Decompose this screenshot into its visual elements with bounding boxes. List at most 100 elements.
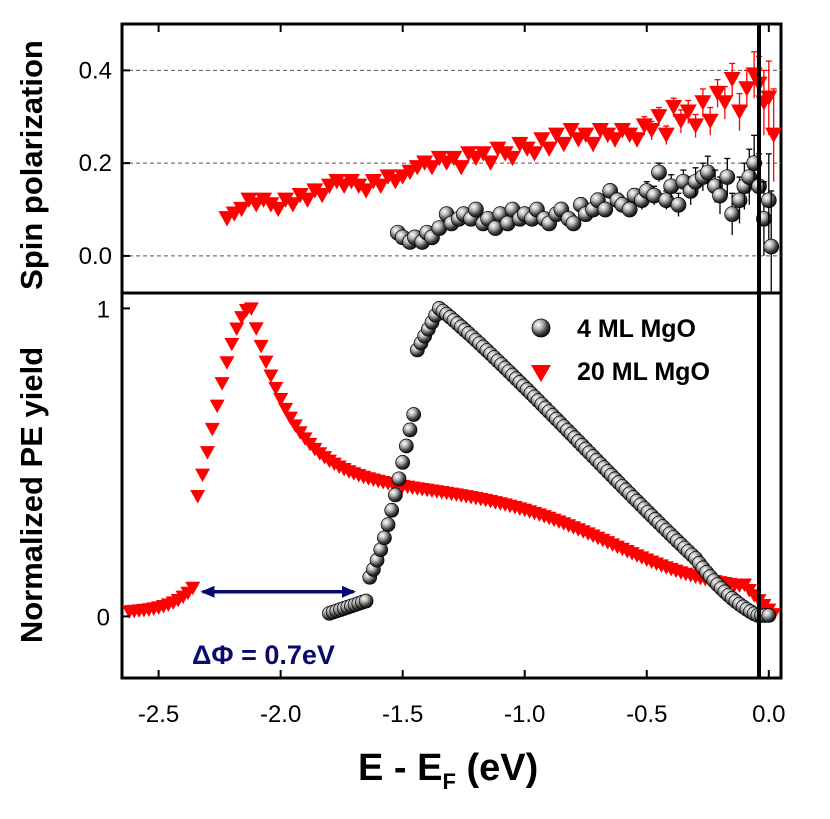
bottom-point-20ml <box>282 411 298 426</box>
top-point-20ml <box>628 132 646 148</box>
bottom-point-20ml <box>199 446 215 460</box>
top-point-20ml <box>577 127 595 143</box>
top-point-20ml <box>672 113 690 130</box>
top-point-20ml <box>738 81 756 97</box>
top-point-4ml <box>621 201 638 218</box>
top-point-20ml <box>350 178 368 194</box>
top-point-20ml <box>342 174 360 190</box>
bottom-point-20ml <box>258 355 274 370</box>
bottom-point-20ml <box>219 356 235 370</box>
bottom-point-4ml <box>358 593 374 609</box>
top-point-20ml <box>416 155 434 171</box>
top-point-20ml <box>277 192 295 208</box>
bottom-point-20ml <box>278 402 294 417</box>
bottom-point-20ml <box>253 339 269 354</box>
top-point-20ml <box>723 72 741 88</box>
bottom-point-20ml <box>214 377 230 391</box>
top-point-20ml <box>665 99 683 116</box>
bottom-point-20ml <box>248 322 264 336</box>
top-point-4ml <box>719 169 736 185</box>
top-point-20ml <box>525 146 543 162</box>
top-point-20ml <box>687 118 705 134</box>
bottom-point-4ml <box>380 517 396 532</box>
top-point-20ml <box>765 127 781 143</box>
bottom-point-20ml <box>190 489 206 504</box>
x-tick-label: 0.0 <box>752 701 785 728</box>
top-y-tick-label: 0.0 <box>79 243 112 270</box>
top-point-20ml <box>635 118 653 134</box>
top-point-4ml <box>712 187 728 204</box>
x-axis-label-sub: F <box>442 769 455 794</box>
top-point-20ml <box>679 104 697 120</box>
top-point-20ml <box>445 150 463 167</box>
top-point-4ml <box>468 201 484 218</box>
top-point-20ml <box>547 127 565 143</box>
top-point-20ml <box>584 136 602 153</box>
top-data <box>218 51 781 293</box>
bottom-point-4ml <box>398 438 414 454</box>
top-point-20ml <box>262 197 280 213</box>
top-point-20ml <box>291 187 309 204</box>
top-point-20ml <box>328 174 346 190</box>
top-point-4ml <box>565 215 582 232</box>
top-point-20ml <box>643 123 661 139</box>
top-point-20ml <box>621 127 639 143</box>
bottom-point-4ml <box>395 455 411 470</box>
top-point-4ml <box>651 164 667 181</box>
top-grid <box>122 69 781 257</box>
legend-label-4ml: 4 ML MgO <box>577 315 696 343</box>
top-point-20ml <box>650 109 668 125</box>
bottom-y-tick-label: 0 <box>97 604 110 631</box>
top-point-20ml <box>511 136 529 153</box>
top-point-4ml <box>597 201 614 218</box>
x-tick-label: -2.0 <box>260 701 301 728</box>
top-point-20ml <box>460 146 478 162</box>
bottom-point-4ml <box>391 471 407 487</box>
bottom-point-4ml <box>402 422 418 438</box>
top-point-20ml <box>562 123 580 139</box>
top-point-20ml <box>364 174 382 190</box>
bottom-point-20ml <box>224 337 240 352</box>
bottom-point-20ml <box>268 381 284 396</box>
bottom-point-20ml <box>273 393 289 407</box>
top-point-4ml <box>731 192 748 209</box>
top-point-20ml <box>240 192 258 208</box>
bottom-point-20ml <box>195 468 211 483</box>
bottom-point-4ml <box>388 487 403 503</box>
bottom-y-ticks: 01 <box>97 296 130 631</box>
top-point-20ml <box>731 104 749 120</box>
bottom-y-tick-label: 1 <box>97 296 110 323</box>
top-point-20ml <box>504 150 522 167</box>
x-tick-label: -1.5 <box>382 701 423 728</box>
top-point-20ml <box>379 169 397 185</box>
bottom-point-4ml <box>761 608 777 623</box>
top-point-20ml <box>533 132 551 148</box>
top-point-20ml <box>372 178 390 194</box>
top-point-4ml <box>760 192 777 209</box>
top-point-20ml <box>482 155 500 171</box>
top-point-20ml <box>540 141 558 157</box>
x-axis-label: E - EF (eV) <box>358 747 538 794</box>
legend-label-20ml: 20 ML MgO <box>577 358 710 386</box>
x-ticks: -2.5 -2.0 -1.5 -1.0 -0.5 0.0 <box>138 24 785 728</box>
top-point-20ml <box>496 146 514 162</box>
top-point-20ml <box>613 123 631 139</box>
top-point-20ml <box>694 95 712 111</box>
bottom-point-4ml <box>406 407 422 422</box>
top-point-20ml <box>555 136 573 153</box>
x-tick-label: -0.5 <box>626 701 667 728</box>
bottom-point-20ml <box>263 369 279 384</box>
top-y-tick-label: 0.2 <box>79 150 112 177</box>
top-point-20ml <box>701 113 719 130</box>
top-point-20ml <box>716 95 734 111</box>
bottom-point-4ml <box>377 530 392 546</box>
bottom-data <box>122 301 781 623</box>
top-point-20ml <box>284 197 302 213</box>
top-point-20ml <box>599 127 617 143</box>
bottom-point-20ml <box>229 322 245 337</box>
top-point-20ml <box>269 201 287 218</box>
bottom-point-20ml <box>243 302 259 316</box>
top-point-20ml <box>306 183 324 199</box>
bottom-point-20ml <box>209 399 225 414</box>
